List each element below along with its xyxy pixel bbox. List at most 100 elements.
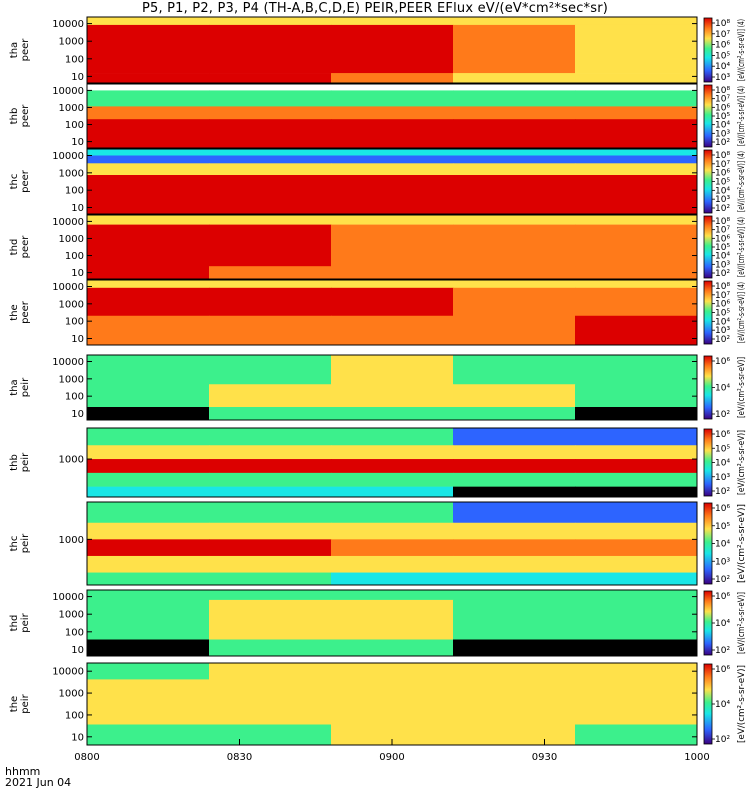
panel-frame	[86, 279, 698, 346]
heatmap-cell-thc-peir-0-1	[209, 502, 332, 524]
heatmap-cell-thd-peir-0-2	[331, 590, 454, 601]
panel-label-thc-peer-1: peer	[20, 169, 31, 193]
panel-label-thc-peir-0: thc	[9, 536, 20, 552]
colorbar-tick-label: 10⁶	[715, 357, 730, 367]
y-tick-label: 1000	[59, 103, 84, 114]
heatmap-cell-thd-peer-1-3	[453, 224, 576, 267]
heatmap-cell-the-peir-1-0	[87, 679, 210, 725]
y-tick-label: 10	[71, 334, 84, 345]
y-tick-label: 10	[71, 409, 84, 420]
panel-label-thc-peir-1: peir	[20, 533, 31, 553]
colorbar-tick-label: 10⁵	[715, 112, 730, 122]
heatmap-cell-the-peir-0-1	[209, 663, 332, 680]
heatmap-cell-thd-peer-1-1	[209, 224, 332, 267]
heatmap-cell-tha-peer-2-4	[575, 73, 698, 84]
colorbar-title-thd-peir: [eV/(cm²-s-sr-eV)]	[737, 592, 747, 654]
colorbar-tick-label: 10⁴	[715, 700, 730, 710]
heatmap-cell-thc-peir-3-3	[453, 555, 576, 573]
heatmap-cell-thb-peir-0-1	[209, 428, 332, 446]
heatmap-cell-thd-peer-0-3	[453, 215, 576, 225]
colorbar-tick-label: 10³	[715, 260, 730, 270]
heatmap-cell-thc-peer-2-1	[209, 163, 332, 176]
colorbar-tick-label: 10⁶	[715, 103, 730, 113]
colorbar-title-thc-peir: [eV/(cm²-s-sr-eV)]	[737, 504, 747, 583]
time-axis-label: hhmm	[5, 765, 41, 778]
heatmap-cell-the-peer-1-1	[209, 287, 332, 317]
panel-frame	[86, 16, 698, 84]
y-tick-label: 1000	[59, 535, 84, 546]
panel-frame	[86, 589, 698, 657]
heatmap-cell-tha-peir-2-4	[575, 407, 698, 421]
y-tick-label: 100	[65, 710, 84, 721]
panel-thc-peir: 1000 thc peir 10⁶ 10⁵ 10⁴ 10³ 10² [eV/(cm²-s-sr-…	[9, 501, 747, 586]
heatmap-cell-thc-peer-3-4	[575, 175, 698, 215]
heatmap-cell-thb-peer-2-1	[209, 106, 332, 120]
colorbar-tick-label: 10⁵	[715, 444, 730, 454]
colorbar-title-thd-peer: [eV/(cm²-s-sr-eV)] (4)	[737, 217, 747, 277]
heatmap-cell-the-peer-2-1	[209, 315, 332, 346]
heatmap-cell-thc-peer-1-1	[209, 155, 332, 164]
heatmap-cell-thc-peir-0-3	[453, 502, 576, 524]
heatmap-cell-thc-peir-1-2	[331, 522, 454, 540]
panel-label-the-peir-1: peir	[20, 693, 31, 713]
heatmap-cell-thb-peer-2-0	[87, 106, 210, 120]
heatmap-cell-thb-peir-4-2	[331, 486, 454, 498]
panel-the-peer: 10000 1000 100 10 the peer 10⁸10⁷10⁶10⁵10⁴10³1…	[9, 279, 747, 346]
heatmap-cell-the-peer-0-1	[209, 280, 332, 289]
colorbar-tick-label: 10⁷	[715, 30, 730, 40]
heatmap-cell-thc-peir-4-3	[453, 572, 576, 586]
heatmap-cell-thd-peir-0-1	[209, 590, 332, 601]
heatmap-cell-thb-peer-3-0	[87, 119, 210, 149]
colorbar-tick-label: 10³	[715, 557, 730, 567]
heatmap-cell-thb-peir-3-4	[575, 472, 698, 487]
heatmap-cell-thb-peir-4-0	[87, 486, 210, 498]
heatmap-cell-thb-peir-4-1	[209, 486, 332, 498]
heatmap-cell-thb-peir-4-4	[575, 486, 698, 498]
heatmap-cell-thb-peer-2-3	[453, 106, 576, 120]
colorbar-tick-label: 10⁶	[715, 169, 730, 179]
heatmap-cell-the-peer-0-0	[87, 280, 210, 289]
panel-thb-peir: 1000 thb peir 10⁶ 10⁵ 10⁴ 10³ 10² [eV/(cm²-s-sr-…	[9, 427, 747, 498]
colorbar-tick-label: 10⁴	[715, 252, 730, 262]
heatmap-cell-thb-peir-3-0	[87, 472, 210, 487]
heatmap-cell-tha-peir-0-0	[87, 355, 210, 385]
colorbar-thd-peir	[703, 590, 713, 656]
heatmap-cell-the-peir-0-2	[331, 663, 454, 680]
heatmap-cell-tha-peer-1-1	[209, 24, 332, 74]
heatmap-cell-tha-peer-2-1	[209, 73, 332, 84]
colorbar-tick-label: 10⁴	[715, 540, 730, 550]
panel-frame	[86, 214, 698, 280]
heatmap-cell-thc-peir-2-3	[453, 539, 576, 557]
heatmap-cell-thb-peir-2-0	[87, 459, 210, 474]
colorbar-tick-label: 10⁵	[715, 243, 730, 253]
colorbar-tick-label: 10⁶	[715, 234, 730, 244]
y-tick-label: 10000	[52, 357, 84, 368]
heatmap-cell-the-peir-1-3	[453, 679, 576, 725]
colorbar-tick-label: 10³	[715, 129, 730, 139]
heatmap-cell-thd-peer-0-1	[209, 215, 332, 225]
heatmap-cell-thc-peer-0-1	[209, 149, 332, 156]
x-tick-label-0800: 0800	[74, 752, 99, 763]
heatmap-cell-thb-peir-2-4	[575, 459, 698, 474]
heatmap-cell-thc-peir-3-4	[575, 555, 698, 573]
heatmap-cell-thc-peer-2-0	[87, 163, 210, 176]
heatmap-cell-tha-peir-1-3	[453, 384, 576, 408]
heatmap-cell-tha-peir-2-0	[87, 407, 210, 421]
colorbar-tick-label: 10⁸	[715, 151, 730, 161]
panel-label-thc-peer-0: thc	[9, 174, 20, 190]
heatmap-cell-thb-peer-3-4	[575, 119, 698, 149]
heatmap-cell-thc-peir-0-0	[87, 502, 210, 524]
heatmap-cell-tha-peir-0-3	[453, 355, 576, 385]
y-tick-label: 1000	[59, 374, 84, 385]
panel-frame	[86, 148, 698, 215]
heatmap-cell-thd-peir-0-4	[575, 590, 698, 601]
panel-label-thb-peir-1: peir	[20, 452, 31, 472]
colorbar-tick-label: 10²	[715, 269, 730, 279]
panel-frame	[86, 83, 698, 149]
heatmap-cell-the-peer-1-0	[87, 287, 210, 317]
heatmap-cell-tha-peir-0-4	[575, 355, 698, 385]
panel-label-thb-peir-0: thb	[9, 454, 20, 471]
heatmap-cell-thd-peir-1-4	[575, 599, 698, 640]
x-tick-label-0900: 0900	[379, 752, 404, 763]
heatmap-cell-tha-peir-2-2	[331, 407, 454, 421]
